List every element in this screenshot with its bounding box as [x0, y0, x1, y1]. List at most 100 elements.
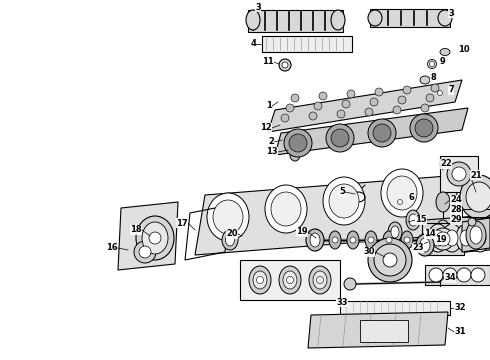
- Ellipse shape: [416, 234, 434, 256]
- Text: 15: 15: [415, 216, 427, 225]
- Ellipse shape: [319, 92, 327, 100]
- Text: 33: 33: [336, 298, 348, 307]
- Ellipse shape: [431, 84, 439, 92]
- Ellipse shape: [442, 224, 462, 252]
- Ellipse shape: [381, 169, 423, 217]
- Ellipse shape: [326, 124, 354, 152]
- Ellipse shape: [313, 271, 327, 289]
- Text: 8: 8: [430, 73, 436, 82]
- Text: 2: 2: [268, 138, 274, 147]
- Polygon shape: [275, 108, 468, 155]
- Ellipse shape: [420, 238, 430, 252]
- Text: 32: 32: [454, 303, 466, 312]
- Ellipse shape: [249, 266, 271, 294]
- Ellipse shape: [460, 230, 472, 246]
- Ellipse shape: [447, 162, 471, 186]
- Ellipse shape: [310, 233, 320, 247]
- Ellipse shape: [225, 234, 235, 246]
- Ellipse shape: [436, 89, 444, 98]
- Ellipse shape: [406, 210, 420, 230]
- Ellipse shape: [139, 246, 151, 258]
- Ellipse shape: [429, 268, 443, 282]
- Text: 13: 13: [267, 148, 278, 157]
- Ellipse shape: [375, 88, 383, 96]
- Ellipse shape: [391, 226, 399, 238]
- Bar: [425, 265, 490, 285]
- Ellipse shape: [342, 100, 350, 108]
- Ellipse shape: [415, 119, 433, 137]
- Ellipse shape: [428, 224, 448, 252]
- Ellipse shape: [368, 237, 374, 243]
- Text: 5: 5: [339, 188, 345, 197]
- Text: 1: 1: [266, 102, 272, 111]
- Ellipse shape: [350, 237, 356, 243]
- Polygon shape: [268, 80, 462, 132]
- Text: 20: 20: [226, 230, 238, 238]
- Ellipse shape: [398, 96, 406, 104]
- Ellipse shape: [383, 253, 397, 267]
- Text: 6: 6: [408, 194, 414, 202]
- Text: 3: 3: [255, 3, 261, 12]
- Text: 3: 3: [448, 9, 454, 18]
- Ellipse shape: [149, 232, 161, 244]
- Ellipse shape: [279, 266, 301, 294]
- Ellipse shape: [323, 177, 365, 225]
- Ellipse shape: [395, 197, 405, 207]
- Ellipse shape: [337, 110, 345, 118]
- Ellipse shape: [284, 129, 312, 157]
- Ellipse shape: [388, 222, 402, 242]
- Ellipse shape: [456, 224, 476, 252]
- Polygon shape: [462, 218, 490, 252]
- Ellipse shape: [331, 10, 345, 30]
- Ellipse shape: [370, 98, 378, 106]
- Ellipse shape: [271, 192, 301, 226]
- Polygon shape: [195, 175, 460, 255]
- Text: 21: 21: [470, 171, 482, 180]
- Text: 28: 28: [450, 206, 462, 215]
- Ellipse shape: [287, 276, 294, 284]
- Ellipse shape: [470, 226, 482, 244]
- Ellipse shape: [222, 230, 238, 250]
- Ellipse shape: [286, 104, 294, 112]
- Ellipse shape: [306, 229, 324, 251]
- Text: 22: 22: [440, 159, 452, 168]
- Ellipse shape: [440, 49, 450, 55]
- Bar: [340, 301, 450, 315]
- Text: 24: 24: [450, 195, 462, 204]
- Text: 23: 23: [412, 243, 424, 252]
- Ellipse shape: [256, 276, 264, 284]
- Ellipse shape: [420, 76, 430, 84]
- Text: 7: 7: [448, 85, 454, 94]
- Text: 29: 29: [450, 216, 462, 225]
- Ellipse shape: [432, 228, 454, 250]
- Ellipse shape: [332, 237, 338, 243]
- Ellipse shape: [466, 182, 490, 212]
- Text: 34: 34: [444, 274, 456, 283]
- Ellipse shape: [281, 114, 289, 122]
- Text: 19: 19: [435, 235, 446, 244]
- Ellipse shape: [296, 138, 304, 146]
- Ellipse shape: [436, 192, 450, 212]
- Text: 31: 31: [454, 328, 466, 337]
- Text: 10: 10: [458, 45, 469, 54]
- Ellipse shape: [329, 231, 341, 249]
- Ellipse shape: [207, 193, 249, 241]
- Ellipse shape: [401, 231, 413, 249]
- Ellipse shape: [329, 184, 359, 218]
- Ellipse shape: [347, 231, 359, 249]
- Ellipse shape: [374, 244, 406, 276]
- Ellipse shape: [452, 167, 466, 181]
- Text: 18: 18: [130, 225, 142, 234]
- Bar: [262, 36, 352, 52]
- Ellipse shape: [387, 176, 417, 210]
- Ellipse shape: [314, 102, 322, 110]
- Text: 14: 14: [424, 230, 436, 238]
- Ellipse shape: [368, 238, 412, 282]
- Ellipse shape: [383, 231, 395, 249]
- Ellipse shape: [373, 124, 391, 142]
- Bar: [360, 320, 408, 342]
- Ellipse shape: [427, 59, 437, 68]
- Text: 19: 19: [296, 228, 308, 237]
- Ellipse shape: [426, 94, 434, 102]
- Text: 30: 30: [364, 248, 375, 256]
